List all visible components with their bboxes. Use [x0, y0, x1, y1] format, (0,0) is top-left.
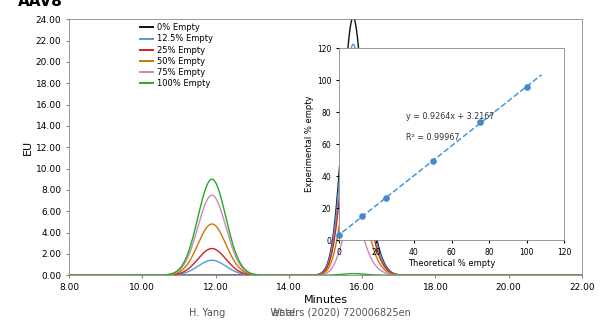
X-axis label: Theoretical % empty: Theoretical % empty	[408, 260, 495, 268]
Point	[381, 195, 391, 200]
Legend: 0% Empty, 12.5% Empty, 25% Empty, 50% Empty, 75% Empty, 100% Empty: 0% Empty, 12.5% Empty, 25% Empty, 50% Em…	[140, 23, 214, 88]
Text: R² = 0.99967: R² = 0.99967	[407, 133, 460, 142]
Text: AAV8: AAV8	[17, 0, 62, 9]
Point	[334, 232, 344, 237]
Point	[428, 158, 437, 163]
Text: y = 0.9264x + 3.2167: y = 0.9264x + 3.2167	[407, 112, 495, 121]
Point	[358, 214, 367, 219]
Text: et al.: et al.	[273, 308, 298, 318]
Point	[475, 119, 484, 124]
Text: H. Yang                      Waters (2020) 720006825en: H. Yang Waters (2020) 720006825en	[189, 308, 411, 318]
Point	[522, 84, 532, 89]
Y-axis label: EU: EU	[23, 140, 33, 155]
Y-axis label: Experimental % empty: Experimental % empty	[305, 96, 314, 192]
X-axis label: Minutes: Minutes	[304, 295, 347, 305]
